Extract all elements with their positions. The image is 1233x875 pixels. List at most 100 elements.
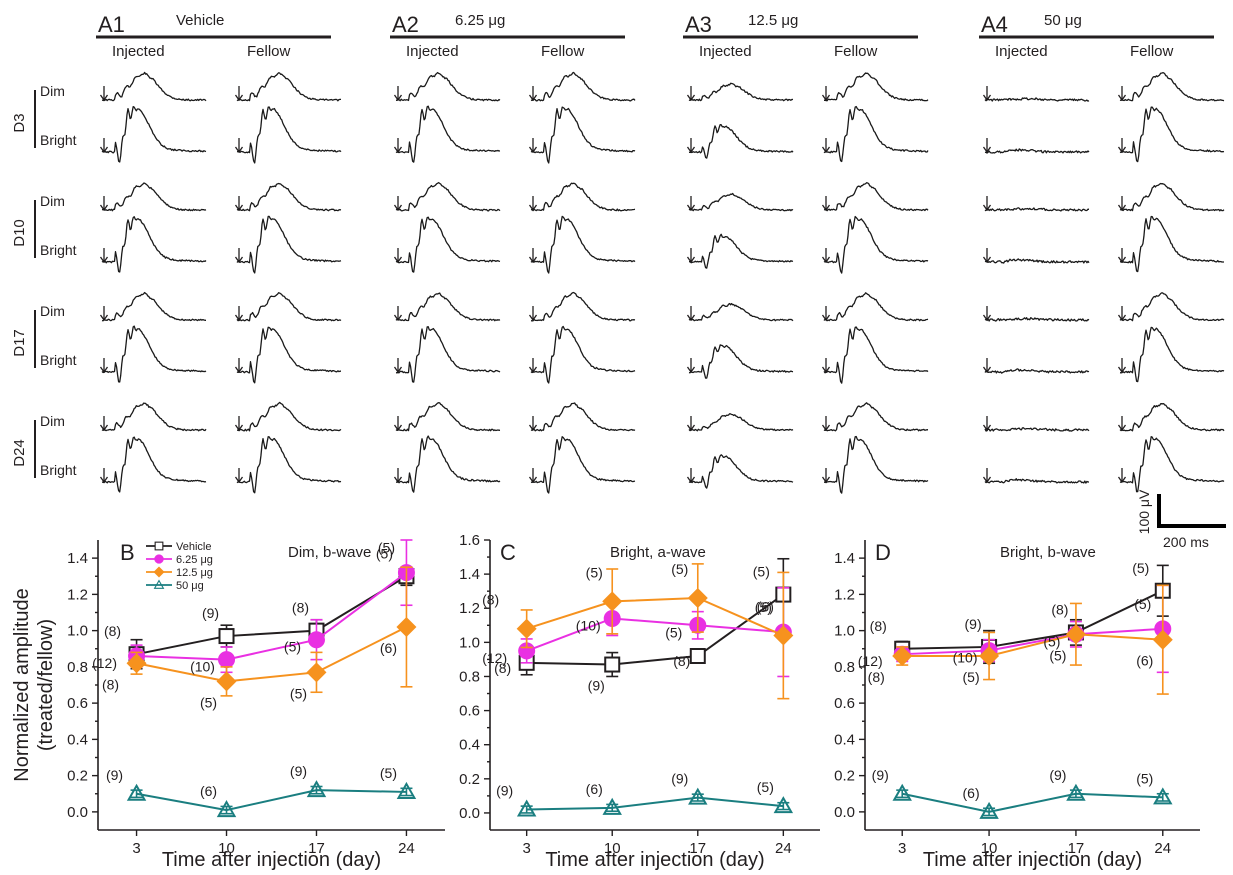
marker-diamond — [1065, 624, 1086, 645]
n-label: (6) — [200, 783, 217, 799]
stimulus-arrow-icon — [234, 358, 244, 374]
n-label: (5) — [380, 765, 397, 781]
day-label: D24 — [11, 439, 28, 467]
erg-trace — [395, 402, 501, 432]
stimulus-arrow-icon — [686, 86, 696, 102]
chart-title: Bright, a-wave — [610, 544, 706, 561]
y-tick-label: 1.2 — [67, 586, 88, 603]
n-label: (9) — [588, 678, 605, 694]
y-tick-label: 0.6 — [834, 695, 855, 712]
marker-circle — [307, 631, 325, 649]
erg-trace — [236, 215, 342, 274]
n-label: (9) — [106, 767, 123, 783]
stimulus-arrow-icon — [821, 306, 831, 322]
y-tick-label: 1.0 — [67, 623, 88, 640]
stimulus-arrow-icon — [99, 196, 109, 212]
x-axis-label: Time after injection (day) — [545, 849, 764, 871]
marker-diamond — [687, 588, 708, 608]
row-label-bright: Bright — [40, 242, 77, 258]
n-label: (5) — [376, 545, 393, 561]
marker-triangle — [602, 797, 622, 815]
series-line — [902, 627, 1163, 656]
erg-trace — [823, 215, 929, 274]
stimulus-arrow-icon — [982, 86, 992, 102]
n-label: (12) — [92, 655, 117, 671]
x-tick-label: 10 — [604, 840, 621, 857]
erg-trace — [395, 216, 501, 273]
erg-trace — [530, 325, 636, 384]
row-label-dim: Dim — [40, 303, 65, 319]
y-tick-label: 0.0 — [834, 804, 855, 821]
n-label: (5) — [1132, 560, 1149, 576]
erg-trace — [530, 182, 636, 212]
stimulus-arrow-icon — [982, 416, 992, 432]
stimulus-arrow-icon — [982, 468, 992, 484]
erg-trace — [984, 368, 1090, 374]
n-label: (6) — [757, 599, 774, 615]
erg-trace — [1119, 72, 1225, 102]
panel-label-A3: A3 — [685, 12, 712, 37]
marker-triangle — [516, 799, 537, 817]
n-label: (5) — [753, 564, 770, 580]
y-tick-label: 0.8 — [459, 668, 480, 685]
stimulus-arrow-icon — [1117, 306, 1127, 322]
erg-trace — [236, 436, 342, 494]
erg-trace — [824, 435, 929, 494]
stimulus-arrow-icon — [1117, 248, 1127, 264]
erg-trace — [688, 302, 794, 322]
marker-triangle — [153, 579, 165, 589]
erg-trace — [984, 478, 1089, 484]
scale-bar-amplitude-label: 100 μV — [1136, 489, 1152, 534]
y-tick-label: 0.8 — [67, 659, 88, 676]
stimulus-arrow-icon — [99, 468, 109, 484]
n-label: (9) — [202, 605, 219, 621]
erg-trace — [823, 292, 929, 322]
stimulus-arrow-icon — [393, 416, 403, 432]
erg-trace — [688, 344, 794, 379]
marker-diamond — [216, 671, 237, 692]
column-label-fellow: Fellow — [1130, 43, 1174, 60]
stimulus-arrow-icon — [528, 196, 538, 212]
stimulus-arrow-icon — [528, 358, 538, 374]
x-tick-label: 17 — [1068, 840, 1085, 857]
panel-label-A4: A4 — [981, 12, 1008, 37]
row-label-dim: Dim — [40, 193, 65, 209]
series-line — [136, 575, 407, 656]
erg-trace — [689, 233, 794, 269]
row-label-bright: Bright — [40, 352, 77, 368]
n-label: (8) — [102, 676, 119, 692]
erg-trace — [984, 148, 1090, 154]
n-label: (5) — [665, 624, 682, 640]
row-label-bright: Bright — [40, 462, 77, 478]
erg-trace — [101, 216, 207, 273]
n-label: (9) — [872, 767, 889, 783]
erg-trace — [984, 258, 1090, 264]
x-tick-label: 24 — [1154, 840, 1171, 857]
erg-trace — [101, 325, 207, 383]
erg-trace — [823, 402, 929, 432]
marker-square — [154, 541, 164, 551]
y-tick-label: 0.6 — [459, 703, 480, 720]
erg-trace — [1119, 106, 1225, 163]
erg-trace — [101, 182, 207, 212]
y-axis-label-unit: (treated/fellow) — [35, 619, 57, 751]
arrow-head — [982, 146, 992, 154]
erg-trace — [237, 401, 342, 432]
erg-trace — [236, 106, 342, 164]
erg-trace — [530, 106, 636, 164]
erg-trace — [688, 454, 794, 489]
y-tick-label: 1.4 — [67, 550, 88, 567]
y-tick-label: 0.0 — [67, 804, 88, 821]
legend-marker — [154, 554, 164, 564]
legend-label: 12.5 μg — [176, 567, 213, 579]
marker-triangle — [979, 801, 999, 819]
legend-label: Vehicle — [176, 541, 211, 553]
marker-square — [689, 648, 706, 664]
chart-title: Dim, b-wave — [288, 544, 371, 561]
erg-trace — [984, 97, 1090, 102]
legend-label: 50 μg — [176, 580, 204, 592]
row-label-dim: Dim — [40, 83, 65, 99]
erg-trace — [101, 71, 207, 102]
stimulus-arrow-icon — [821, 248, 831, 264]
